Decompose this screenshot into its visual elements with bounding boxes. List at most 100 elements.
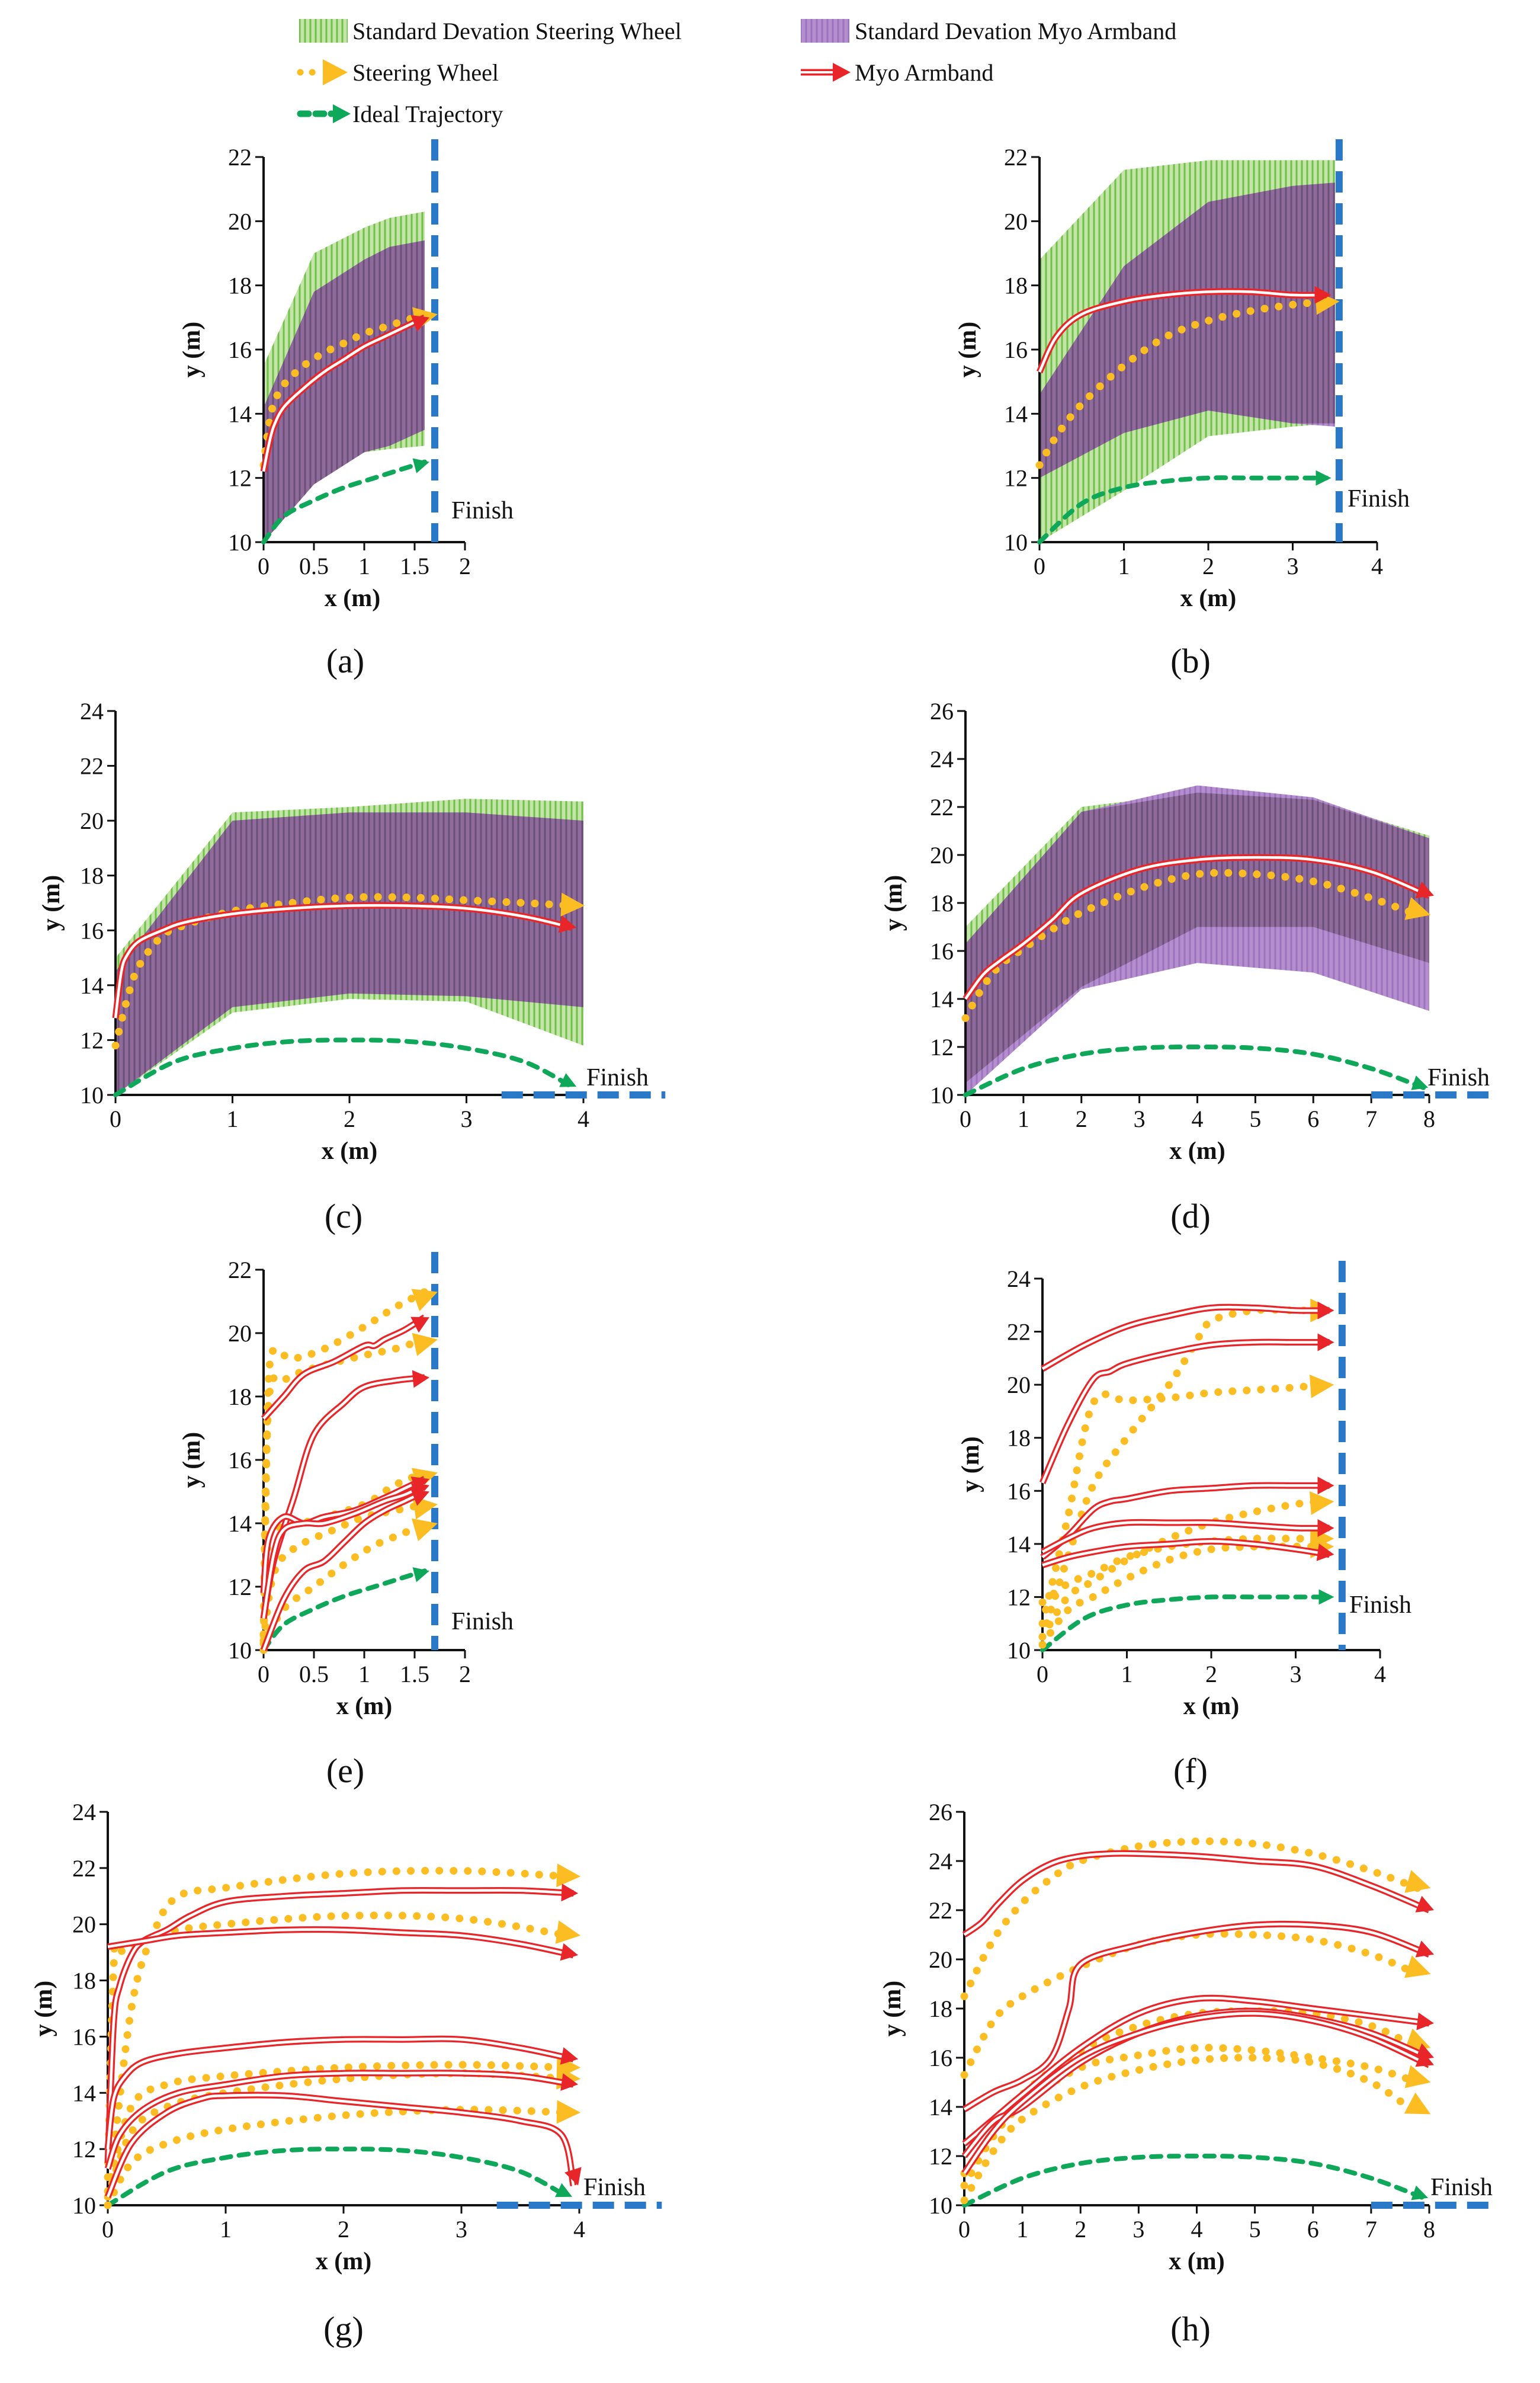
ideal-line-d	[963, 1045, 1426, 1097]
series-ideal-d-2	[963, 1045, 1429, 1097]
y-tick-label-f: 16	[1007, 1478, 1031, 1504]
y-tick-label-a: 22	[228, 144, 252, 171]
steering-line-e	[259, 1519, 429, 1648]
y-tick-label-g: 10	[72, 2192, 96, 2219]
x-axis-label-d: x (m)	[1169, 1138, 1225, 1165]
myo-line-inner-g	[106, 1889, 574, 2163]
legend-arrow-myo-armband	[833, 63, 851, 82]
y-tick-label-d: 14	[930, 986, 954, 1013]
y-tick-label-c: 20	[80, 808, 104, 834]
y-tick-label-g: 12	[72, 2136, 96, 2163]
legend-item-sd-steering: Standard Devation Steering Wheel	[299, 18, 682, 44]
y-tick-label-b: 22	[1004, 144, 1028, 171]
legend: Standard Devation Steering Wheel Standar…	[297, 18, 1176, 127]
myo-line-inner-g	[107, 1928, 574, 1957]
series-sw-h-0	[960, 1837, 1431, 2000]
myo-line-inner-e	[262, 1484, 425, 1619]
ideal-line-h	[962, 2154, 1426, 2208]
myo-line-inner-e	[262, 1490, 425, 1651]
legend-item-steering-wheel: Steering Wheel	[297, 59, 499, 86]
ideal-arrowhead-f	[1318, 1589, 1334, 1605]
series-myo-g-6	[107, 1926, 579, 1961]
x-tick-label-g: 3	[455, 2216, 467, 2243]
x-tick-label-g: 1	[220, 2216, 232, 2243]
series-myo-e-5	[261, 1314, 429, 1421]
y-tick-label-e: 14	[228, 1510, 252, 1537]
series-sw-e-1	[259, 1333, 438, 1638]
myo-arrowhead-e	[410, 1489, 429, 1506]
steering-line-e	[259, 1335, 429, 1638]
y-tick-label-c: 10	[80, 1082, 104, 1109]
panel-label-e: (e)	[326, 1751, 364, 1790]
series-sw-h-2	[960, 2007, 1431, 2177]
steering-line-h	[960, 2007, 1422, 2177]
series-sw-g-4	[104, 2100, 581, 2209]
myo-line-inner-a	[262, 316, 425, 472]
steering-arrowhead-f	[1310, 1375, 1334, 1398]
series-myo-h-6	[962, 1920, 1434, 2112]
series-sw-g-0	[104, 1863, 581, 2209]
panel-label-h: (h)	[1170, 2310, 1211, 2348]
myo-arrowhead-g	[560, 2047, 579, 2065]
x-tick-label-e: 2	[459, 1661, 471, 1687]
x-tick-label-e: 1.5	[400, 1661, 429, 1687]
y-tick-label-h: 14	[929, 2094, 952, 2121]
myo-line-inner-h	[963, 1996, 1430, 2145]
x-tick-label-b: 1	[1118, 553, 1130, 579]
panel-e: 10 12 14 16 18 20 22 0 0.5 1 1.5 2 x (m) y (m) Finish (…	[178, 1252, 514, 1790]
steering-line-a	[259, 310, 429, 469]
myo-line-inner-f	[1041, 1305, 1330, 1370]
x-tick-label-f: 3	[1290, 1661, 1302, 1687]
x-axis-label-f: x (m)	[1183, 1693, 1239, 1720]
series-sw-h-3	[960, 2044, 1431, 2190]
y-axis-label-c: y (m)	[38, 875, 65, 931]
y-tick-label-g: 22	[72, 1855, 96, 1882]
x-tick-label-a: 2	[459, 553, 471, 579]
ideal-arrowhead-a	[412, 458, 429, 473]
y-tick-label-c: 22	[80, 753, 104, 780]
steering-arrowhead-g	[555, 1920, 581, 1944]
y-tick-label-c: 24	[80, 698, 104, 725]
x-tick-label-f: 2	[1205, 1661, 1217, 1687]
finish-label-e: Finish	[451, 1608, 514, 1635]
y-tick-label-f: 20	[1007, 1372, 1031, 1398]
finish-label-a: Finish	[451, 497, 514, 524]
y-tick-label-h: 16	[929, 2045, 952, 2071]
x-tick-label-d: 3	[1134, 1106, 1146, 1132]
ideal-arrowhead-b	[1316, 470, 1332, 486]
y-tick-label-e: 10	[228, 1637, 252, 1664]
legend-item-sd-myo: Standard Devation Myo Armband	[801, 18, 1176, 44]
series-ideal-a-2	[261, 458, 429, 544]
steering-arrowhead-g	[556, 2100, 581, 2124]
myo-arrowhead-h	[1416, 2012, 1434, 2030]
x-tick-label-e: 0	[258, 1661, 270, 1687]
myo-arrowhead-a	[410, 315, 429, 332]
series-ideal-g-10	[105, 2147, 573, 2208]
x-tick-label-g: 2	[338, 2216, 349, 2243]
y-tick-label-b: 14	[1004, 401, 1028, 427]
x-tick-label-a: 0.5	[299, 553, 329, 579]
series-myo-g-7	[104, 2035, 579, 2150]
myo-arrowhead-d	[1415, 881, 1434, 898]
x-tick-label-d: 2	[1076, 1106, 1087, 1132]
steering-arrowhead-h	[1404, 2092, 1431, 2115]
x-tick-label-d: 0	[960, 1106, 971, 1132]
y-tick-label-h: 12	[929, 2143, 952, 2170]
y-tick-label-e: 12	[228, 1574, 252, 1600]
myo-line-inner-e	[262, 1316, 426, 1420]
y-tick-label-h: 20	[929, 1946, 952, 1973]
steering-arrowhead-d	[1404, 897, 1431, 920]
steering-line-e	[259, 1287, 429, 1654]
sd-band-overlap-c	[116, 812, 583, 1095]
series-sw-f-2	[1038, 1491, 1334, 1641]
steering-arrowhead-g	[556, 1863, 581, 1888]
x-tick-label-c: 4	[578, 1106, 589, 1132]
x-tick-label-b: 4	[1371, 553, 1383, 579]
series-ideal-c-2	[113, 1037, 577, 1097]
myo-line-inner-h	[963, 1923, 1430, 2111]
legend-swatch-sd-myo	[801, 19, 849, 43]
x-axis-label-g: x (m)	[316, 2248, 371, 2275]
